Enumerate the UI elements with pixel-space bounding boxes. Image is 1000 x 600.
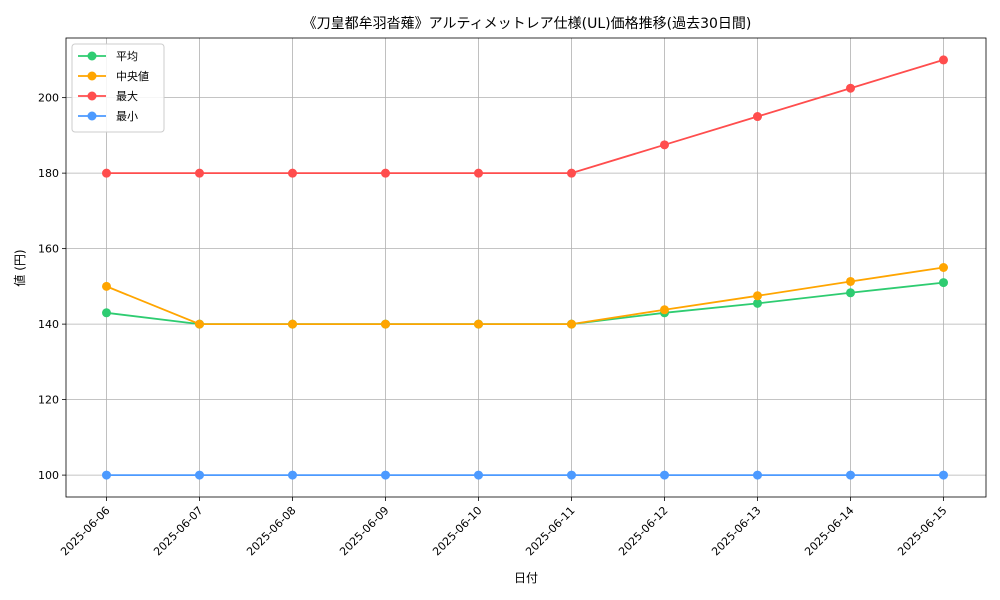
grid bbox=[66, 38, 986, 497]
data-point bbox=[102, 168, 111, 178]
series-line bbox=[106, 59, 944, 175]
x-tick-label: 2025-06-06 bbox=[58, 504, 112, 558]
y-tick-label: 200 bbox=[38, 92, 59, 105]
x-tick-label: 2025-06-13 bbox=[709, 504, 763, 558]
y-tick-label: 120 bbox=[38, 394, 59, 407]
data-point bbox=[288, 168, 297, 178]
data-point bbox=[846, 288, 855, 298]
series-layer bbox=[102, 55, 948, 480]
x-tick-label: 2025-06-10 bbox=[430, 504, 484, 558]
data-point bbox=[660, 305, 669, 315]
legend-item: 平均 bbox=[78, 50, 138, 63]
data-point bbox=[753, 112, 762, 122]
data-point bbox=[753, 291, 762, 301]
data-point bbox=[846, 470, 855, 480]
data-point bbox=[474, 319, 483, 329]
x-tick-label: 2025-06-09 bbox=[337, 504, 391, 558]
data-point bbox=[102, 281, 111, 291]
data-point bbox=[102, 470, 111, 480]
legend-label: 中央値 bbox=[116, 70, 149, 83]
plot-frame bbox=[65, 37, 987, 498]
data-point bbox=[102, 308, 111, 318]
data-point bbox=[195, 470, 204, 480]
data-point bbox=[939, 55, 948, 65]
legend-marker bbox=[87, 71, 97, 81]
y-axis-label: 値 (円) bbox=[12, 249, 27, 286]
data-point bbox=[474, 168, 483, 178]
data-point bbox=[288, 470, 297, 480]
legend-item: 最大 bbox=[78, 89, 138, 103]
data-point bbox=[567, 319, 576, 329]
x-tick-label: 2025-06-07 bbox=[151, 504, 205, 558]
data-point bbox=[381, 470, 390, 480]
legend-item: 中央値 bbox=[78, 70, 149, 83]
legend-marker bbox=[87, 111, 97, 121]
x-tick-label: 2025-06-14 bbox=[802, 504, 856, 558]
data-point bbox=[567, 470, 576, 480]
data-point bbox=[939, 263, 948, 272]
legend-marker bbox=[87, 91, 97, 101]
data-point bbox=[753, 470, 762, 480]
legend-label: 最小 bbox=[116, 110, 138, 123]
data-point bbox=[660, 140, 669, 150]
data-point bbox=[939, 470, 948, 480]
y-tick-label: 160 bbox=[38, 243, 59, 256]
legend-box bbox=[71, 43, 165, 133]
data-point bbox=[195, 319, 204, 329]
y-tick-label: 180 bbox=[38, 167, 59, 180]
series-中央値 bbox=[102, 263, 948, 329]
x-tick-label: 2025-06-11 bbox=[523, 504, 577, 558]
legend-item: 最小 bbox=[78, 110, 138, 123]
x-tick-label: 2025-06-15 bbox=[895, 504, 949, 558]
data-point bbox=[195, 168, 204, 178]
data-point bbox=[939, 278, 948, 288]
series-最大 bbox=[102, 55, 948, 178]
data-point bbox=[846, 276, 855, 286]
data-point bbox=[474, 470, 483, 480]
data-point bbox=[846, 83, 855, 93]
x-tick-label: 2025-06-08 bbox=[244, 504, 298, 558]
series-line bbox=[106, 281, 944, 326]
x-tick-label: 2025-06-12 bbox=[616, 504, 670, 558]
data-point bbox=[660, 470, 669, 480]
series-最小 bbox=[102, 470, 948, 480]
legend-marker bbox=[87, 51, 97, 61]
x-axis-label: 日付 bbox=[514, 571, 538, 585]
legend-label: 平均 bbox=[116, 50, 138, 63]
y-tick-label: 140 bbox=[38, 318, 59, 331]
chart-title: 《刀皇都牟羽沓薙》アルティメットレア仕様(UL)価格推移(過去30日間) bbox=[303, 16, 752, 32]
legend-label: 最大 bbox=[116, 89, 138, 103]
data-point bbox=[381, 168, 390, 178]
data-point bbox=[753, 298, 762, 308]
data-point bbox=[381, 319, 390, 329]
y-tick-label: 100 bbox=[38, 469, 59, 482]
series-line bbox=[106, 266, 944, 326]
data-point bbox=[288, 319, 297, 329]
data-point bbox=[567, 168, 576, 178]
